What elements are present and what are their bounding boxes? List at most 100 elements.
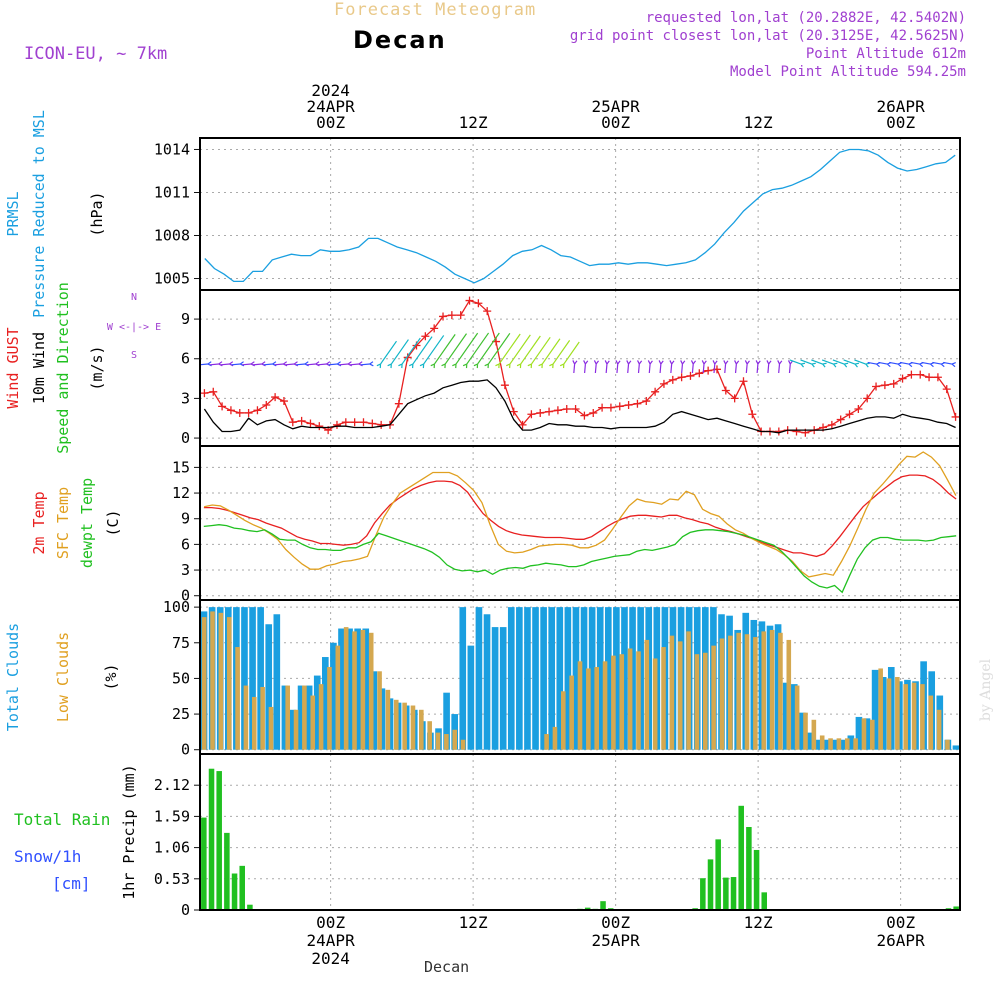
y-tick-label: 9 — [181, 510, 190, 528]
bar-clouds-1 — [828, 738, 833, 750]
wind-arrow — [541, 338, 561, 365]
bar-clouds-0 — [790, 684, 798, 750]
wind-arrow — [390, 339, 409, 365]
top-time-label: 26APR — [877, 97, 926, 116]
wind-arrow — [317, 363, 327, 366]
gust-marker — [889, 379, 898, 388]
wind-arrow-head — [572, 360, 578, 365]
bar-clouds-1 — [903, 684, 909, 750]
gust-marker — [527, 410, 536, 419]
y-tick-label: 1.59 — [154, 807, 190, 825]
series-wind-1 — [203, 379, 956, 434]
bar-clouds-1 — [360, 629, 366, 750]
y-tick-label: 9 — [181, 310, 190, 328]
wind-arrow — [724, 363, 727, 374]
wind-arrow — [821, 359, 834, 365]
y-axis-label: (hPa) — [88, 191, 106, 236]
gust-marker — [730, 394, 739, 403]
bar-clouds-1 — [293, 709, 299, 750]
bar-clouds-0 — [459, 607, 467, 750]
wind-arrow — [832, 359, 845, 365]
gust-marker — [518, 420, 527, 429]
bar-clouds-1 — [736, 632, 741, 750]
y-tick-label: 1008 — [154, 227, 190, 245]
gust-marker — [642, 397, 651, 406]
bar-clouds-1 — [310, 695, 316, 750]
bottom-time-label: 12Z — [459, 913, 488, 932]
gust-marker — [235, 408, 244, 417]
bottom-time-label: 00Z — [316, 913, 345, 932]
wind-arrow-head — [462, 363, 468, 369]
bar-clouds-1 — [844, 738, 850, 750]
bar-clouds-0 — [629, 607, 636, 750]
bar-clouds-1 — [853, 738, 858, 750]
wind-arrow-head — [951, 362, 956, 368]
bar-clouds-1 — [627, 648, 633, 750]
bar-clouds-1 — [778, 632, 783, 750]
bar-precip-0 — [723, 877, 729, 910]
bar-clouds-1 — [577, 661, 583, 750]
wind-arrow-head — [304, 361, 309, 367]
wind-arrow-head — [865, 362, 870, 368]
bar-precip-0 — [216, 771, 222, 910]
bar-clouds-0 — [839, 739, 847, 750]
bar-clouds-1 — [318, 684, 324, 750]
bar-clouds-1 — [636, 651, 641, 750]
y-tick-label: 0 — [181, 901, 190, 919]
bar-clouds-1 — [452, 729, 458, 750]
y-axis-label: Total Rain — [14, 810, 110, 829]
wind-arrow — [843, 359, 856, 365]
wind-arrow-head — [337, 361, 342, 367]
series-wind-0 — [204, 299, 957, 434]
bar-precip-0 — [208, 768, 215, 910]
gust-marker — [925, 373, 934, 382]
wind-arrow-head — [843, 362, 849, 368]
gust-marker — [332, 420, 341, 429]
gust-marker — [571, 404, 580, 413]
bar-clouds-1 — [544, 734, 549, 750]
bar-clouds-1 — [878, 668, 883, 750]
gust-marker — [668, 375, 677, 384]
gust-marker — [880, 381, 889, 390]
bar-clouds-1 — [594, 667, 599, 750]
frame-layer — [199, 137, 961, 911]
y-tick-label: 0 — [181, 429, 190, 447]
wind-arrow-head — [239, 361, 245, 367]
bar-precip-0 — [707, 859, 714, 910]
wind-arrow — [573, 363, 576, 374]
bar-clouds-0 — [338, 628, 345, 750]
y-axis-label: 2m Temp — [30, 491, 48, 554]
gust-marker — [279, 397, 288, 406]
bar-clouds-0 — [491, 627, 499, 750]
grid-layer — [194, 138, 960, 911]
wind-arrow-head — [538, 363, 543, 369]
gust-marker — [562, 404, 571, 413]
wind-arrow-head — [272, 361, 277, 367]
bar-clouds-1 — [711, 645, 716, 750]
wind-arrow — [584, 363, 586, 374]
wind-arrow — [466, 332, 490, 365]
bar-clouds-1 — [761, 631, 767, 750]
wind-arrow — [921, 361, 931, 365]
bottom-time-label: 00Z — [886, 913, 915, 932]
wind-arrow-head — [387, 363, 392, 369]
y-axis-label: SFC Temp — [54, 487, 72, 559]
wind-arrow-head — [326, 361, 331, 367]
wind-arrow-head — [376, 363, 382, 369]
wind-arrow — [756, 363, 759, 374]
gust-marker — [244, 408, 253, 417]
gust-marker — [721, 386, 730, 395]
wind-arrow-head — [647, 360, 653, 365]
wind-arrow-head — [669, 360, 675, 365]
gust-marker — [368, 419, 377, 428]
gust-marker — [209, 387, 218, 396]
location-title: Decan — [353, 26, 447, 54]
wind-arrow-head — [854, 362, 859, 368]
gust-marker — [748, 410, 757, 419]
bar-precip-0 — [584, 907, 591, 910]
bar-precip-0 — [753, 849, 760, 910]
compass-s: S — [131, 350, 137, 361]
wind-arrow-head — [207, 361, 212, 367]
bar-clouds-0 — [370, 671, 378, 750]
y-tick-label: 0.53 — [154, 870, 190, 888]
